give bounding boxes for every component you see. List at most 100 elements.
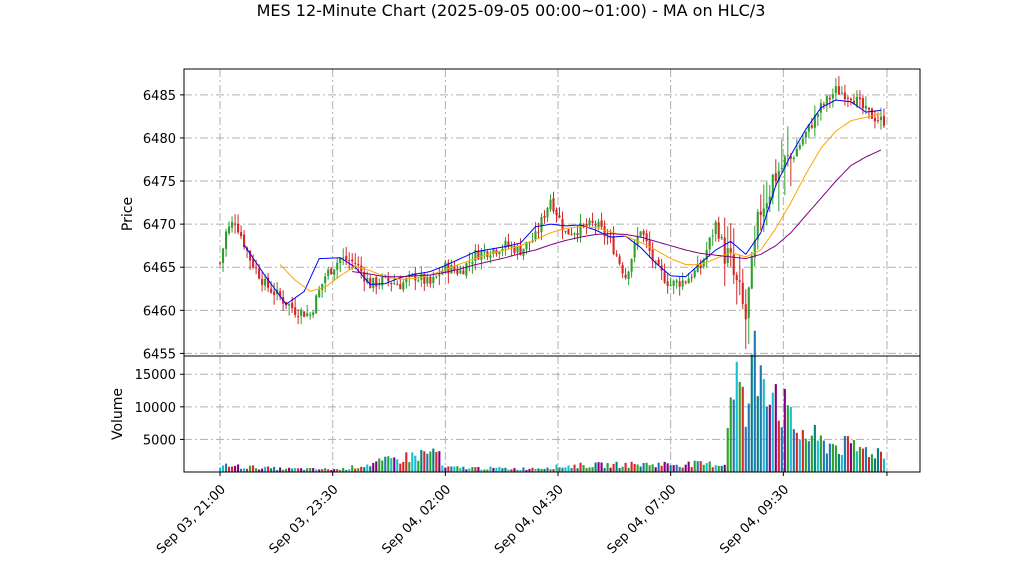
candle-body: [492, 248, 495, 254]
volume-bar: [558, 467, 561, 472]
volume-bar: [843, 436, 846, 472]
volume-bar: [597, 462, 600, 472]
candle-body: [258, 268, 261, 279]
candle-body: [510, 245, 513, 248]
volume-bar: [402, 461, 405, 472]
volume-bar: [342, 467, 345, 472]
volume-bar: [612, 463, 615, 472]
price-tick-label: 6470: [143, 218, 176, 233]
volume-bar: [333, 469, 336, 472]
candle-body: [828, 97, 831, 100]
volume-bar: [315, 469, 318, 472]
candle-body: [771, 174, 774, 198]
volume-bar: [816, 440, 819, 472]
candle-body: [588, 220, 591, 226]
price-tick-label: 6475: [143, 175, 176, 190]
candle-body: [504, 240, 507, 249]
candle-body: [840, 92, 843, 94]
volume-bar: [522, 467, 525, 472]
volume-y-label: Volume: [110, 388, 126, 440]
candle-body: [342, 257, 345, 259]
candle-body: [627, 271, 630, 280]
volume-bar: [630, 461, 633, 472]
volume-bar: [708, 461, 711, 472]
candle-body: [372, 277, 375, 289]
candle-body: [351, 259, 354, 262]
volume-bar: [363, 467, 366, 472]
volume-bar: [861, 448, 864, 472]
volume-bar: [480, 469, 483, 472]
volume-bar: [417, 460, 420, 472]
volume-bar: [474, 467, 477, 472]
volume-bar: [486, 469, 489, 472]
price-tick-label: 6465: [143, 261, 176, 276]
volume-bar: [255, 468, 258, 472]
volume-bar: [246, 468, 249, 472]
candle-body: [330, 268, 333, 275]
volume-bar: [654, 467, 657, 472]
candle-body: [534, 231, 537, 240]
candle-body: [789, 156, 792, 159]
candle-body: [393, 283, 396, 285]
candle-body: [288, 304, 291, 306]
volume-bar: [408, 462, 411, 472]
volume-bar: [777, 420, 780, 472]
candle-body: [462, 270, 465, 275]
candle-body: [690, 277, 693, 279]
x-tick-label: Sep 03, 21:00: [154, 482, 229, 557]
volume-tick-label: 10000: [135, 401, 176, 416]
volume-bar: [387, 456, 390, 472]
candle-body: [774, 173, 777, 182]
volume-bar: [666, 463, 669, 472]
volume-bar: [768, 404, 771, 472]
volume-bar: [297, 468, 300, 472]
volume-bar: [282, 469, 285, 472]
candle-body: [753, 240, 756, 258]
candle-body: [405, 278, 408, 283]
moving-average-line: [243, 99, 881, 305]
candle-body: [717, 222, 720, 239]
candle-body: [522, 248, 525, 256]
candle-body: [552, 198, 555, 212]
volume-bar: [828, 443, 831, 472]
volume-bar: [225, 463, 228, 472]
volume-bar: [555, 464, 558, 472]
volume-bar: [495, 467, 498, 472]
volume-bar: [348, 469, 351, 472]
candle-body: [252, 259, 255, 268]
x-tick-label: Sep 04, 09:30: [717, 482, 792, 557]
candle-body: [306, 313, 309, 316]
candle-body: [414, 273, 417, 281]
candle-body: [225, 231, 228, 249]
volume-bar: [717, 465, 720, 472]
volume-bar: [432, 448, 435, 472]
volume-bar: [258, 469, 261, 472]
volume-bar: [648, 465, 651, 472]
candle-body: [639, 231, 642, 237]
volume-bar: [345, 469, 348, 472]
volume-bar: [627, 467, 630, 472]
volume-bar: [546, 467, 549, 472]
candle-body: [795, 148, 798, 157]
candle-body: [429, 276, 432, 284]
volume-bar: [678, 466, 681, 472]
candle-body: [786, 155, 789, 157]
candle-body: [777, 170, 780, 181]
candle-body: [858, 97, 861, 100]
volume-bar: [876, 448, 879, 472]
candle-body: [729, 248, 732, 254]
candle-body: [735, 274, 738, 281]
volume-bar: [834, 445, 837, 472]
volume-bar: [312, 467, 315, 472]
candle-body: [726, 248, 729, 264]
price-tick-label: 6480: [143, 132, 176, 147]
candle-body: [864, 105, 867, 109]
volume-bar: [651, 464, 654, 472]
volume-bar: [537, 468, 540, 472]
volume-bar: [420, 450, 423, 472]
volume-bar: [723, 464, 726, 472]
candle-body: [756, 211, 759, 240]
volume-bar: [471, 467, 474, 472]
volume-bar: [669, 465, 672, 472]
candle-body: [672, 280, 675, 286]
